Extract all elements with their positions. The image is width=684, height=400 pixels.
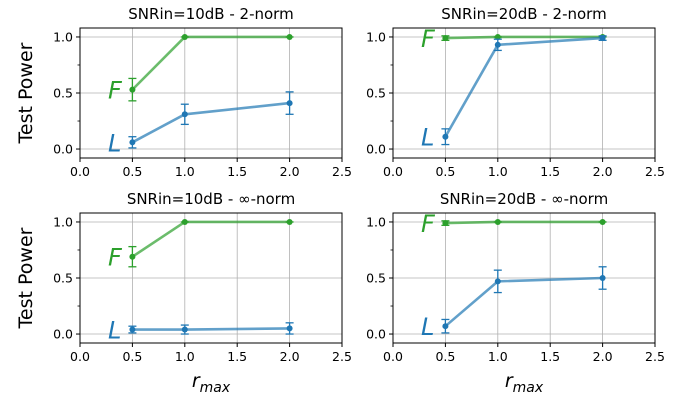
data-point xyxy=(129,86,136,93)
x-tick-label: 2.0 xyxy=(593,349,613,364)
x-axis-label: rmax xyxy=(192,370,231,396)
data-point xyxy=(494,218,501,225)
data-point xyxy=(599,35,606,42)
data-point xyxy=(286,218,293,225)
series-label-L: L xyxy=(108,129,121,157)
panel-2: 0.0 0.5 1.0 1.5 2.0 2.5 0.0 0.5 1.0 SNRin=20dB - … xyxy=(366,5,665,179)
series-line-F xyxy=(131,220,290,258)
series-label-F: F xyxy=(108,77,123,105)
panel-title: SNRin=10dB - 2-norm xyxy=(128,5,293,23)
x-tick-label: 0.5 xyxy=(122,164,142,179)
series-label-L: L xyxy=(421,313,434,341)
data-point xyxy=(494,33,501,40)
series-line-L xyxy=(131,101,290,144)
data-point xyxy=(181,111,188,118)
x-tick-label: 0.5 xyxy=(435,349,455,364)
data-point xyxy=(286,33,293,40)
series-line-L xyxy=(444,36,603,138)
data-point xyxy=(442,35,449,42)
y-tick-label: 0.5 xyxy=(53,271,73,286)
x-tick-label: 0.0 xyxy=(70,349,90,364)
x-tick-label: 2.0 xyxy=(593,164,613,179)
data-point xyxy=(442,133,449,140)
x-tick-label: 1.5 xyxy=(540,164,560,179)
series-L: L xyxy=(421,266,607,341)
data-point xyxy=(599,218,606,225)
data-point xyxy=(129,253,136,260)
x-tick-label: 1.5 xyxy=(227,164,247,179)
panel-1: 0.0 0.5 1.0 1.5 2.0 2.5 0.0 0.5 1.0 SNRin=10dB - … xyxy=(15,5,352,179)
x-tick-label: 2.0 xyxy=(280,164,300,179)
data-point xyxy=(494,278,501,285)
x-tick-label: 0.5 xyxy=(122,349,142,364)
series-F: F xyxy=(108,33,294,105)
panel-4: 0.0 0.5 1.0 1.5 2.0 2.5 0.0 0.5 1.0 SNRin=20dB - … xyxy=(366,190,665,396)
data-point xyxy=(129,139,136,146)
series-line-F xyxy=(445,220,603,225)
x-tick-label: 1.0 xyxy=(175,164,195,179)
series-label-F: F xyxy=(421,25,436,53)
panel-title: SNRin=20dB - ∞-norm xyxy=(440,190,608,208)
x-tick-label: 1.5 xyxy=(540,349,560,364)
series-F: F xyxy=(421,210,607,238)
x-tick-label: 0.0 xyxy=(70,164,90,179)
y-tick-label: 0.0 xyxy=(53,142,73,157)
x-tick-label: 2.5 xyxy=(645,349,665,364)
x-tick-label: 1.0 xyxy=(175,349,195,364)
y-tick-label: 0.0 xyxy=(366,142,386,157)
y-tick-label: 1.0 xyxy=(366,29,386,44)
y-tick-label: 1.0 xyxy=(53,214,73,229)
x-tick-label: 1.0 xyxy=(488,164,508,179)
data-point xyxy=(442,323,449,330)
y-axis-label: Test Power xyxy=(15,227,37,329)
data-point xyxy=(181,326,188,333)
x-tick-label: 0.0 xyxy=(383,349,403,364)
x-tick-label: 1.0 xyxy=(488,349,508,364)
x-tick-label: 0.5 xyxy=(435,164,455,179)
series-L: L xyxy=(108,91,294,157)
x-tick-label: 1.5 xyxy=(227,349,247,364)
series-label-F: F xyxy=(108,244,123,272)
y-tick-label: 0.0 xyxy=(366,327,386,342)
series-line-L xyxy=(132,327,290,331)
y-tick-label: 0.5 xyxy=(366,86,386,101)
series-F: F xyxy=(108,218,294,272)
x-tick-label: 0.0 xyxy=(383,164,403,179)
panel-title: SNRin=10dB - ∞-norm xyxy=(127,190,295,208)
series-line-F xyxy=(131,35,290,91)
series-F: F xyxy=(421,25,607,53)
series-line-F xyxy=(445,35,603,40)
series-line-L xyxy=(444,276,603,328)
x-tick-label: 2.5 xyxy=(332,164,352,179)
series-L: L xyxy=(108,317,294,345)
y-tick-label: 1.0 xyxy=(53,29,73,44)
y-tick-label: 0.5 xyxy=(366,271,386,286)
series-label-F: F xyxy=(421,210,436,238)
data-point xyxy=(442,220,449,227)
x-tick-label: 2.5 xyxy=(332,349,352,364)
y-tick-label: 0.5 xyxy=(53,86,73,101)
data-point xyxy=(286,325,293,332)
data-point xyxy=(494,41,501,48)
data-point xyxy=(286,100,293,107)
x-tick-label: 2.0 xyxy=(280,349,300,364)
data-point xyxy=(599,275,606,281)
x-tick-label: 2.5 xyxy=(645,164,665,179)
y-tick-label: 0.0 xyxy=(53,327,73,342)
panel-3: 0.0 0.5 1.0 1.5 2.0 2.5 0.0 0.5 1.0 SNRin=10dB - … xyxy=(15,190,352,396)
y-tick-label: 1.0 xyxy=(366,214,386,229)
series-label-L: L xyxy=(108,317,121,345)
y-axis-label: Test Power xyxy=(15,42,37,144)
data-point xyxy=(181,33,188,40)
series-L: L xyxy=(421,35,607,152)
data-point xyxy=(129,326,136,333)
data-point xyxy=(181,218,188,225)
x-axis-label: rmax xyxy=(505,370,544,396)
series-label-L: L xyxy=(421,124,434,152)
panel-title: SNRin=20dB - 2-norm xyxy=(441,5,606,23)
